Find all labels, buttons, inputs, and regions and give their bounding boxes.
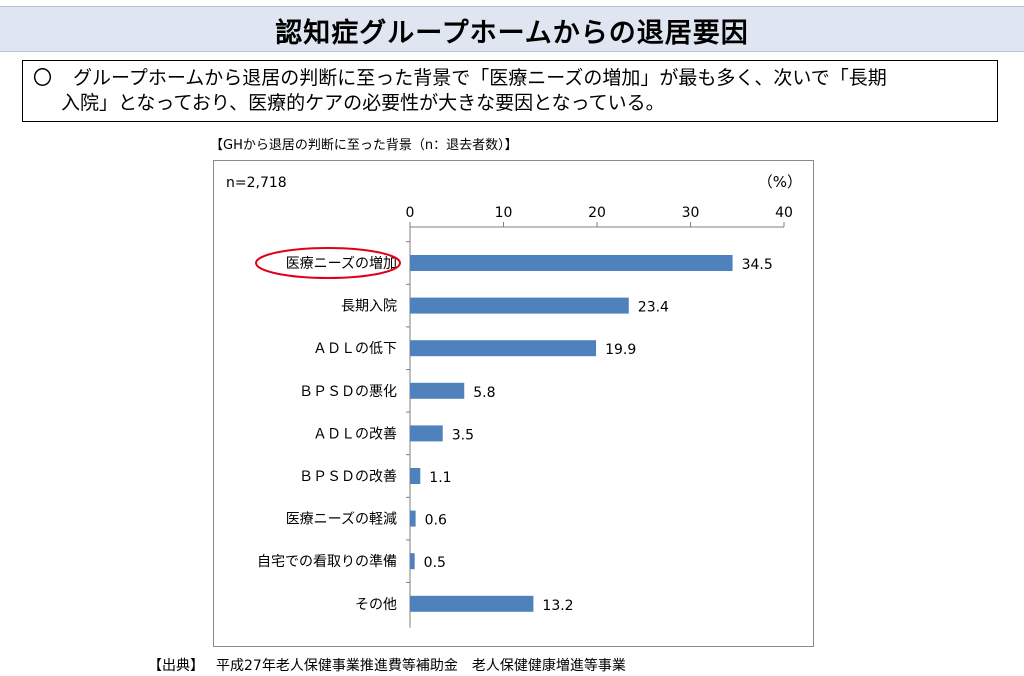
summary-box: 〇グループホームから退居の判断に至った背景で「医療ニーズの増加」が最も多く、次い… — [22, 60, 998, 122]
value-label: 19.9 — [605, 342, 636, 358]
unit-label: （%） — [758, 173, 802, 191]
summary-line-2: 入院」となっており、医療的ケアの必要性が大きな要因となっている。 — [61, 92, 665, 114]
bar — [410, 297, 629, 314]
page-title: 認知症グループホームからの退居要因 — [275, 18, 749, 49]
summary-bullet: 〇 — [33, 67, 53, 89]
category-label: ＡＤＬの改善 — [313, 426, 397, 442]
value-label: 23.4 — [638, 300, 669, 316]
bar — [410, 595, 534, 612]
value-label: 5.8 — [473, 385, 495, 401]
value-label: 13.2 — [542, 598, 573, 614]
category-label: 長期入院 — [341, 299, 397, 315]
category-label: 医療ニーズの増加 — [286, 255, 397, 272]
title-band — [0, 6, 1024, 52]
x-tick-label: 0 — [406, 205, 415, 221]
summary-text: 〇グループホームから退居の判断に至った背景で「医療ニーズの増加」が最も多く、次い… — [33, 66, 988, 116]
bar-chart: n=2,718 （%） 0 10 20 30 40 医療ニーズの増加 34.5 長期入院 23.4 Ａ… — [226, 173, 802, 628]
summary-line-1: グループホームから退居の判断に至った背景で「医療ニーズの増加」が最も多く、次いで… — [73, 67, 887, 89]
x-tick-label: 40 — [775, 205, 793, 221]
value-label: 34.5 — [742, 257, 773, 273]
value-label: 0.6 — [425, 513, 447, 529]
x-tick-label: 10 — [495, 205, 513, 221]
bar — [410, 255, 733, 271]
category-label: その他 — [355, 597, 397, 613]
chart-frame: n=2,718 （%） 0 10 20 30 40 医療ニーズの増加 34.5 長期入院 23.4 Ａ… — [213, 160, 814, 647]
category-label: 自宅での看取りの準備 — [257, 554, 397, 570]
bar — [410, 510, 416, 527]
bar — [410, 382, 465, 399]
value-label: 3.5 — [452, 427, 474, 443]
x-tick-label: 30 — [682, 205, 700, 221]
category-label: ＢＰＳＤの悪化 — [299, 384, 397, 400]
value-label: 0.5 — [424, 555, 446, 571]
category-label: 医療ニーズの軽減 — [286, 511, 397, 528]
category-label: ＢＰＳＤの改善 — [299, 469, 397, 485]
bar — [410, 468, 421, 484]
highlight-ellipse — [255, 247, 401, 279]
value-label: 1.1 — [429, 470, 451, 486]
bar — [410, 340, 597, 357]
category-label: ＡＤＬの低下 — [313, 341, 397, 357]
chart-caption: 【GHから退居の判断に至った背景（n：退去者数）】 — [210, 138, 518, 153]
top-edge — [0, 0, 1024, 6]
source-label: 【出典】 — [148, 658, 204, 674]
source-text: 平成27年老人保健事業推進費等補助金 老人保健健康増進等事業 — [216, 658, 626, 674]
bar — [410, 425, 443, 442]
x-tick-label: 20 — [588, 205, 606, 221]
source-note: 【出典】 平成27年老人保健事業推進費等補助金 老人保健健康増進等事業 — [148, 655, 626, 675]
bar — [410, 553, 415, 570]
n-label: n=2,718 — [226, 175, 287, 191]
